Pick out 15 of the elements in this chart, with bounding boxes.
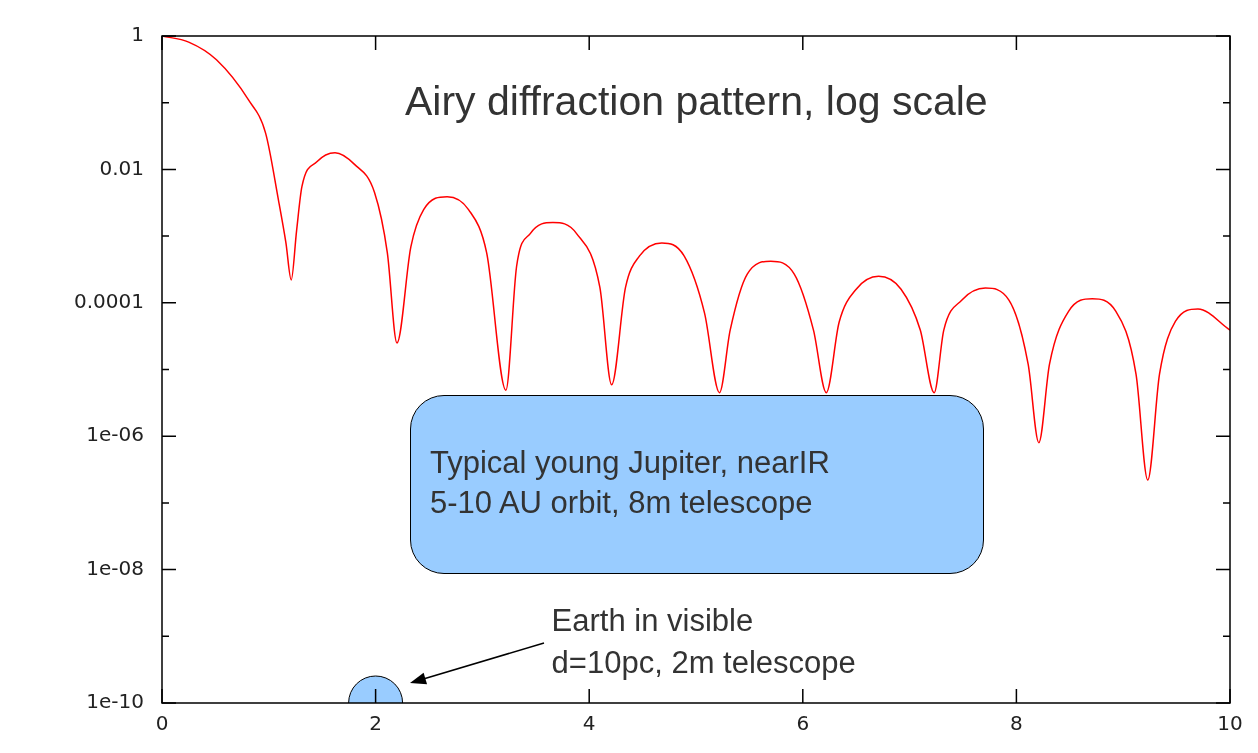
y-tick-label: 0.01 bbox=[99, 155, 144, 180]
x-tick-label: 8 bbox=[1010, 711, 1023, 736]
y-tick-label: 1 bbox=[131, 22, 144, 47]
x-tick-label: 6 bbox=[796, 711, 810, 736]
text: Airy diffraction pattern, log scale bbox=[405, 78, 988, 125]
x-tick-label: 10 bbox=[1217, 711, 1243, 736]
x-tick-label: 0 bbox=[155, 711, 169, 736]
y-tick-label: 0.0001 bbox=[74, 289, 144, 313]
annotation: Earth in visible d=10pc, 2m telescope bbox=[551, 602, 856, 682]
y-tick-label: 1e-10 bbox=[86, 689, 144, 714]
x-tick-label: 2 bbox=[369, 711, 382, 736]
y-tick-label: 1e-08 bbox=[86, 555, 144, 580]
annotation: Typical young Jupiter, nearIR 5-10 AU orbit, 8m telescope bbox=[430, 444, 830, 522]
y-tick-label: 1e-06 bbox=[86, 422, 144, 447]
x-tick-label: 4 bbox=[582, 711, 596, 736]
